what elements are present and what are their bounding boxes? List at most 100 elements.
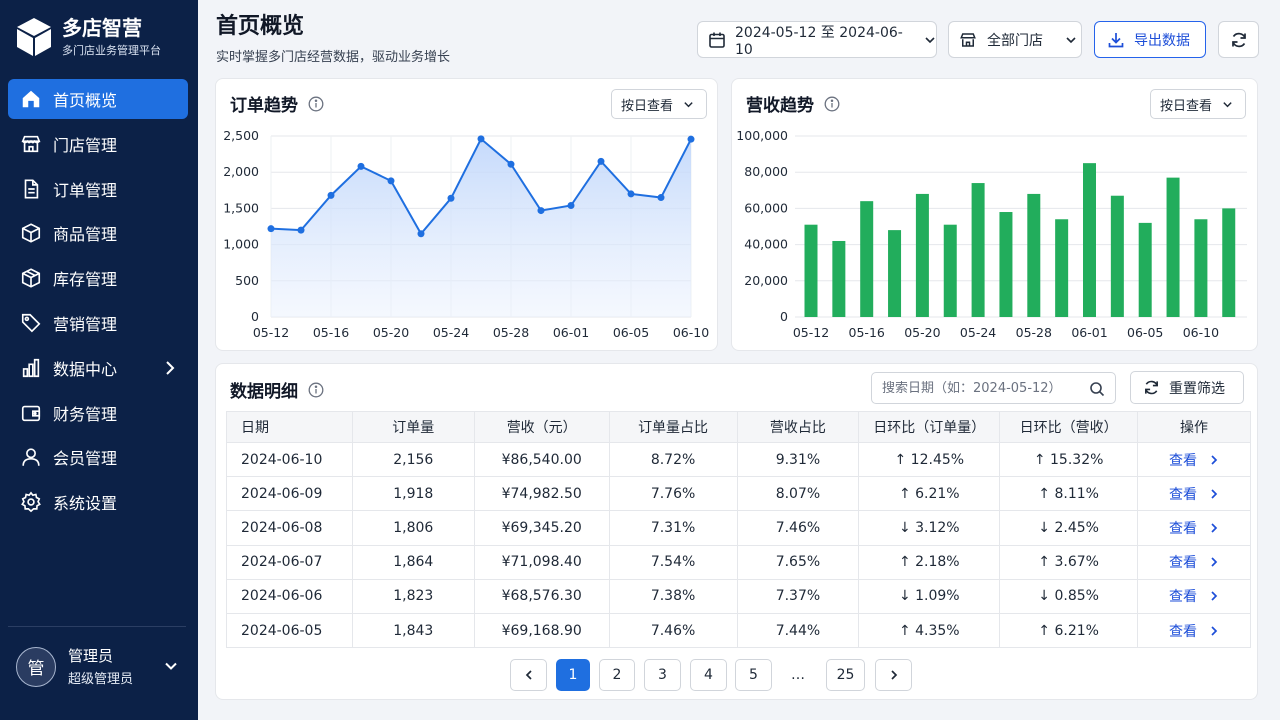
sidebar-item-marketing[interactable]: 营销管理 [8,303,188,343]
page-button-5[interactable]: 5 [735,659,772,691]
page-subtitle: 实时掌握多门店经营数据，驱动业务增长 [216,50,451,65]
page-button-2[interactable]: 2 [599,659,635,691]
order-data-point [327,191,335,199]
sidebar-item-finance[interactable]: 财务管理 [8,393,188,433]
sidebar-item-members[interactable]: 会员管理 [8,437,188,477]
order-data-point [387,177,395,185]
action-cell: 查看 [1137,544,1251,580]
brand-name: 多店智营 [62,16,142,40]
column-header-orders[interactable]: 订单量 [351,411,475,443]
info-icon[interactable] [824,96,840,112]
revenue-dod-cell: ↓ 2.45% [999,510,1139,546]
column-header-revenue[interactable]: 营收（元） [473,411,610,443]
revenue-bar [1110,195,1124,317]
store-icon [20,133,42,155]
order-dod-cell: ↓ 3.12% [858,510,1001,546]
column-header-date[interactable]: 日期 [226,411,353,443]
orders-cell: 1,823 [351,578,475,614]
y-tick-label: 20,000 [744,273,788,288]
x-tick-label: 05-16 [313,325,349,340]
sidebar-item-inventory[interactable]: 库存管理 [8,258,188,298]
date-range-picker[interactable]: 2024-05-12 至 2024-06-10 [697,21,937,58]
chevron-down-icon[interactable] [164,659,178,673]
sidebar-item-home[interactable]: 首页概览 [8,79,188,119]
order-dod-cell: ↑ 2.18% [858,544,1001,580]
store-filter-select[interactable]: 全部门店 [948,21,1082,58]
chevron-down-icon [1066,36,1076,43]
sidebar-item-orders[interactable]: 订单管理 [8,169,188,209]
view-link[interactable]: 查看 [1169,621,1219,641]
action-cell: 查看 [1137,510,1251,546]
page-button-4[interactable]: 4 [690,659,727,691]
refresh-button[interactable] [1218,21,1259,58]
orders-cell: 2,156 [351,441,475,478]
page-button-1[interactable]: 1 [556,659,590,691]
brand-subtitle: 多门店业务管理平台 [62,44,161,57]
view-link-label: 查看 [1169,555,1198,572]
order-data-point [357,162,365,170]
revenue-bar [860,201,874,317]
prev-page-button[interactable] [510,659,547,691]
y-tick-label: 60,000 [744,200,788,215]
data-table: 日期 订单量 营收（元） 订单量占比 营收占比 日环比（订单量） 日环比（营收）… [226,411,1251,649]
revenue-share-cell: 7.37% [736,578,860,614]
next-page-button[interactable] [875,659,912,691]
gear-icon [20,491,42,513]
sidebar-item-stores[interactable]: 门店管理 [8,124,188,164]
revenue-bar [1083,163,1096,317]
view-link[interactable]: 查看 [1169,586,1219,606]
brand[interactable]: 多店智营 多门店业务管理平台 [16,16,161,58]
column-header-order-share[interactable]: 订单量占比 [608,411,738,443]
info-icon[interactable] [308,382,324,398]
page-button-25[interactable]: 25 [826,659,865,691]
view-link[interactable]: 查看 [1169,518,1219,538]
order-trend-title-wrap: 订单趋势 [230,91,324,116]
table-row: 2024-06-07 1,864 ¥71,098.40 7.54% 7.65% ↑ 2.1… [226,544,1251,580]
page-button-3[interactable]: 3 [644,659,681,691]
search-icon[interactable] [1089,381,1105,397]
info-icon[interactable] [308,96,324,112]
date-cell: 2024-06-07 [226,544,353,580]
revenue-dod-cell: ↑ 6.21% [999,612,1139,649]
sidebar-item-data-center[interactable]: 数据中心 [8,348,188,388]
x-tick-label: 06-05 [1127,325,1163,340]
export-button[interactable]: 导出数据 [1094,21,1206,58]
user-icon [20,446,42,468]
revenue-share-cell: 7.65% [736,544,860,580]
chevron-right-icon [1211,454,1218,465]
revenue-bar [1055,219,1069,317]
order-view-select[interactable]: 按日查看 [611,89,707,119]
page-ellipsis: … [791,667,805,683]
data-detail-title: 数据明细 [230,382,298,402]
order-area-fill [271,138,691,317]
x-tick-label: 06-10 [1183,325,1219,340]
sidebar-item-products[interactable]: 商品管理 [8,213,188,253]
revenue-view-select[interactable]: 按日查看 [1150,89,1246,119]
view-link-label: 查看 [1169,623,1198,640]
column-header-revenue-dod[interactable]: 日环比（营收） [999,411,1139,443]
view-link[interactable]: 查看 [1169,450,1219,470]
revenue-bar [1166,177,1180,317]
sidebar-item-label: 系统设置 [53,494,118,514]
sidebar-item-label: 首页概览 [53,91,118,110]
x-tick-label: 05-20 [904,325,940,340]
action-cell: 查看 [1137,441,1251,478]
x-tick-label: 06-01 [1071,325,1107,340]
revenue-trend-chart: 0 20,000 40,000 60,000 80,000 100,000 05-12 05-… [736,128,1247,340]
revenue-share-cell: 9.31% [736,441,860,478]
reset-filter-button[interactable]: 重置筛选 [1130,371,1244,404]
sidebar-item-label: 财务管理 [53,404,118,424]
sidebar-item-settings[interactable]: 系统设置 [8,482,188,522]
date-search-box[interactable] [871,372,1116,404]
view-link[interactable]: 查看 [1169,552,1219,572]
user-profile[interactable]: 管 管理员 超级管理员 [8,626,186,706]
order-dod-cell: ↑ 6.21% [858,476,1001,512]
y-tick-label: 0 [780,309,788,324]
x-tick-label: 05-12 [793,325,829,340]
revenue-share-cell: 7.46% [736,510,860,546]
date-search-input[interactable] [882,380,1082,396]
column-header-order-dod[interactable]: 日环比（订单量） [858,411,1001,443]
column-header-revenue-share[interactable]: 营收占比 [736,411,860,443]
wallet-icon [20,402,42,424]
view-link[interactable]: 查看 [1169,484,1219,504]
